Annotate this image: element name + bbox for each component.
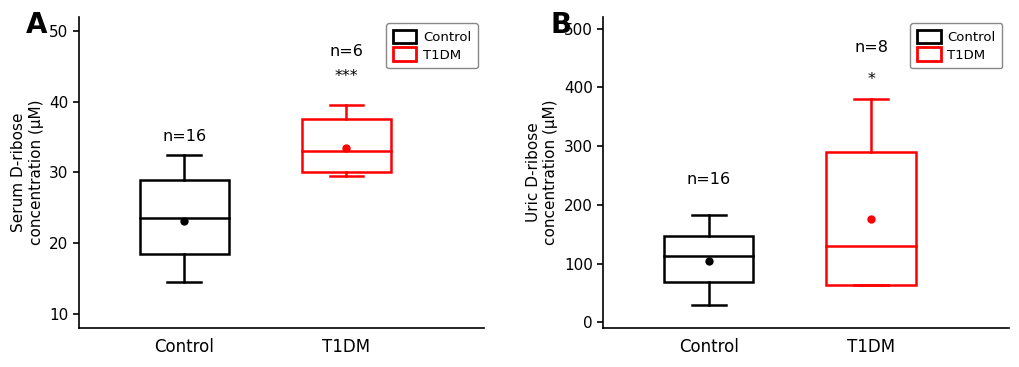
Bar xyxy=(302,119,390,172)
Y-axis label: Uric D-ribose
concentration (μM): Uric D-ribose concentration (μM) xyxy=(526,100,557,245)
Bar xyxy=(663,236,753,282)
Text: n=16: n=16 xyxy=(162,129,206,144)
Legend: Control, T1DM: Control, T1DM xyxy=(910,23,1002,68)
Text: *: * xyxy=(866,72,874,87)
Bar xyxy=(140,179,228,254)
Y-axis label: Serum D-ribose
concentration (μM): Serum D-ribose concentration (μM) xyxy=(11,100,44,245)
Text: B: B xyxy=(550,11,572,39)
Text: ***: *** xyxy=(334,69,358,84)
Bar xyxy=(825,152,915,285)
Text: n=16: n=16 xyxy=(686,172,731,187)
Text: n=8: n=8 xyxy=(853,40,888,55)
Text: n=6: n=6 xyxy=(329,44,363,59)
Text: A: A xyxy=(26,11,48,39)
Legend: Control, T1DM: Control, T1DM xyxy=(385,23,477,68)
